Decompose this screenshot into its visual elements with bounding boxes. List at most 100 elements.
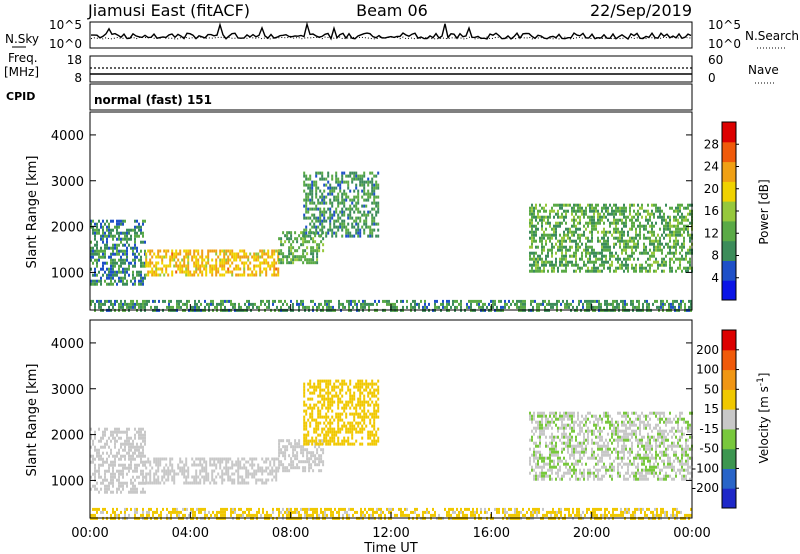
heatmap-cell	[108, 299, 110, 303]
heatmap-cell	[375, 433, 378, 437]
heatmap-cell	[157, 460, 160, 464]
heatmap-cell	[263, 481, 266, 485]
heatmap-cell	[134, 255, 136, 259]
heatmap-cell	[126, 234, 128, 238]
heatmap-cell	[623, 209, 625, 213]
heatmap-cell	[375, 415, 378, 419]
heatmap-cell	[321, 201, 324, 205]
heatmap-cell	[357, 177, 360, 181]
heatmap-cell	[619, 242, 621, 246]
heatmap-cell	[241, 478, 244, 482]
heatmap-cell	[535, 269, 537, 273]
heatmap-cell	[142, 463, 144, 467]
heatmap-cell	[687, 260, 689, 264]
heatmap-cell	[355, 207, 358, 211]
heatmap-cell	[593, 429, 595, 433]
heatmap-cell	[338, 302, 340, 306]
heatmap-cell	[593, 471, 595, 475]
heatmap-cell	[321, 192, 324, 196]
heatmap-cell	[201, 264, 204, 268]
heatmap-cell	[116, 487, 118, 491]
heatmap-cell	[359, 177, 362, 181]
heatmap-cell	[261, 469, 264, 473]
heatmap-cell	[92, 299, 94, 303]
heatmap-cell	[615, 266, 617, 270]
heatmap-cell	[132, 264, 134, 268]
heatmap-cell	[363, 186, 366, 190]
heatmap-cell	[685, 257, 687, 261]
heatmap-cell	[563, 263, 565, 267]
heatmap-cell	[112, 273, 114, 277]
heatmap-cell	[613, 254, 615, 258]
heatmap-cell	[319, 385, 322, 389]
heatmap-cell	[448, 299, 450, 303]
heatmap-cell	[333, 433, 336, 437]
heatmap-cell	[112, 484, 114, 488]
heatmap-cell	[333, 442, 336, 446]
heatmap-cell	[543, 236, 545, 240]
heatmap-cell	[120, 276, 122, 280]
heatmap-cell	[221, 273, 224, 277]
heatmap-cell	[201, 261, 204, 265]
heatmap-cell	[341, 213, 344, 217]
heatmap-cell	[223, 478, 226, 482]
heatmap-cell	[624, 302, 626, 306]
heatmap-cell	[561, 432, 563, 436]
heatmap-cell	[655, 269, 657, 273]
heatmap-cell	[639, 230, 641, 234]
heatmap-cell	[537, 462, 539, 466]
heatmap-cell	[261, 472, 264, 476]
heatmap-cell	[122, 302, 124, 306]
heatmap-cell	[587, 477, 589, 481]
heatmap-cell	[655, 203, 657, 207]
heatmap-cell	[106, 469, 108, 473]
heatmap-cell	[585, 423, 587, 427]
heatmap-cell	[90, 475, 92, 479]
heatmap-cell	[305, 207, 308, 211]
heatmap-cell	[593, 263, 595, 267]
heatmap-cell	[601, 206, 603, 210]
heatmap-cell	[286, 466, 289, 470]
heatmap-cell	[305, 231, 308, 235]
heatmap-cell	[142, 475, 144, 479]
heatmap-cell	[551, 266, 553, 270]
heatmap-cell	[173, 478, 176, 482]
heatmap-cell	[108, 445, 110, 449]
heatmap-cell	[116, 439, 118, 443]
heatmap-cell	[222, 302, 224, 306]
heatmap-cell	[90, 436, 92, 440]
heatmap-cell	[623, 206, 625, 210]
heatmap-cell	[613, 468, 615, 472]
heatmap-cell	[171, 475, 174, 479]
heatmap-cell	[549, 248, 551, 252]
heatmap-cell	[549, 233, 551, 237]
heatmap-cell	[581, 426, 583, 430]
heatmap-cell	[112, 481, 114, 485]
heatmap-cell	[470, 302, 472, 306]
heatmap-cell	[215, 252, 218, 256]
heatmap-cell	[92, 246, 94, 250]
heatmap-cell	[311, 213, 314, 217]
heatmap-cell	[559, 468, 561, 472]
heatmap-cell	[122, 466, 124, 470]
heatmap-cell	[639, 224, 641, 228]
heatmap-cell	[186, 299, 188, 303]
heatmap-cell	[371, 183, 374, 187]
heatmap-cell	[639, 432, 641, 436]
heatmap-cell	[185, 463, 188, 467]
heatmap-cell	[261, 270, 264, 274]
heatmap-cell	[352, 299, 354, 303]
heatmap-cell	[314, 442, 317, 446]
heatmap-cell	[539, 426, 541, 430]
heatmap-cell	[323, 400, 326, 404]
heatmap-cell	[605, 260, 607, 264]
heatmap-cell	[549, 215, 551, 219]
heatmap-cell	[309, 207, 312, 211]
heatmap-cell	[649, 236, 651, 240]
heatmap-cell	[555, 450, 557, 454]
heatmap-cell	[557, 462, 559, 466]
heatmap-cell	[619, 450, 621, 454]
heatmap-cell	[377, 222, 380, 226]
heatmap-cell	[138, 279, 140, 283]
heatmap-cell	[623, 456, 625, 460]
